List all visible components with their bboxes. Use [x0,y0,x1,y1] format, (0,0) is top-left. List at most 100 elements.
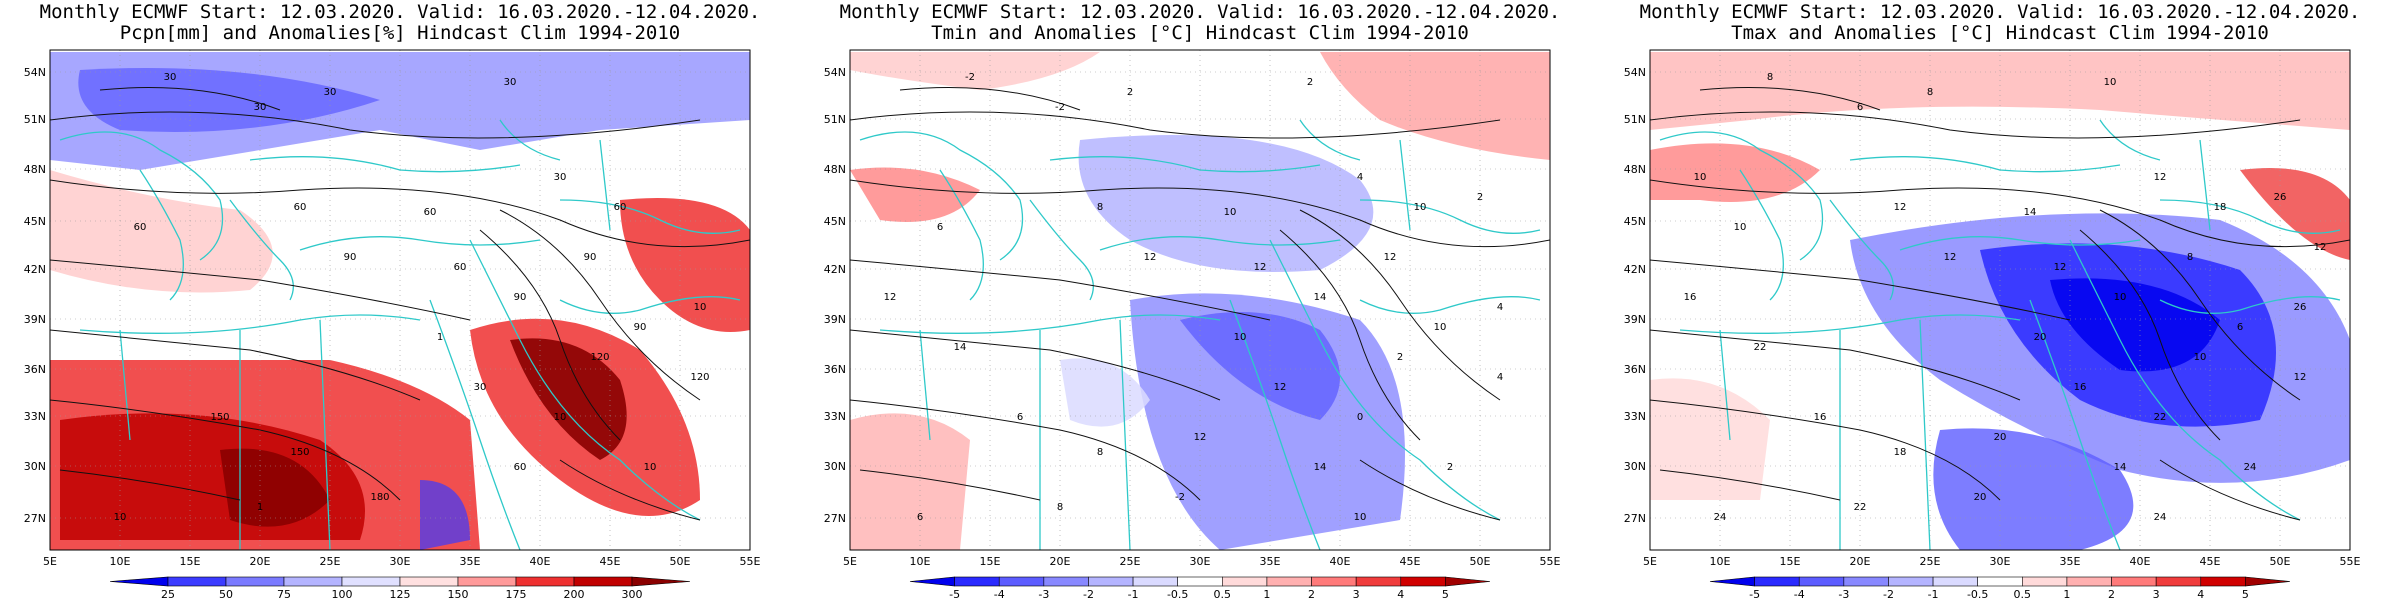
lon-tick-label: 35E [1260,555,1281,568]
lat-tick-label: 51N [824,113,846,126]
graticule [1650,50,2350,550]
contour-label: 16 [2074,382,2087,393]
coastline [1659,131,1824,261]
coastline [1299,119,1361,161]
lon-tick-label: 20E [1850,555,1871,568]
anomaly-region [1130,293,1405,550]
colorbar-swatch [1132,576,1178,587]
coastline [1399,139,1411,231]
colorbar-swatch [2066,576,2112,587]
colorbar: -5 -4 -3 -2 -1 -0.5 0.5 1 2 3 4 5 [909,576,1491,600]
contour-label: 30 [474,382,487,393]
panel-title-line2: Pcpn[mm] and Anomalies[%] Hindcast Clim … [119,22,681,44]
map-frame [49,49,751,551]
coastline [249,156,521,173]
contour-label: 12 [1894,202,1907,213]
colorbar-swatch [1177,576,1223,587]
colorbar-label: 5 [1442,588,1449,600]
lon-tick-label: 30E [390,555,411,568]
lon-tick-label: 25E [320,555,341,568]
lat-tick-label: 36N [1624,363,1646,376]
coastline [1359,296,1541,314]
colorbar-swatch [457,576,517,587]
coastline [1739,169,1784,301]
anomaly-region [50,170,273,293]
contour-label: 10 [1354,512,1367,523]
colorbar-label: 1 [2063,588,2070,600]
anomaly-region [1180,312,1340,420]
panel-title-line1: Monthly ECMWF Start: 12.03.2020. Valid: … [39,1,761,23]
colorbar-swatch [573,576,633,587]
anomaly-region [420,480,470,550]
lon-tick-label: 45E [1400,555,1421,568]
contour-label: 4 [1497,302,1503,313]
contour-label: 6 [1857,102,1863,113]
lon-tick-label: 10E [110,555,131,568]
colorbar-label: -0.5 [1967,588,1988,600]
lon-tick-label: 40E [2130,555,2151,568]
lat-tick-label: 30N [824,460,846,473]
lon-tick-label: 20E [1050,555,1071,568]
colorbar-swatch [2111,576,2157,587]
contour-label: 22 [1854,502,1867,513]
contour-line [850,399,1201,501]
anomaly-field: 8 6 8 10 12 10 12 14 12 10 8 6 10 12 16 18 20 22 24 26 24 22 2… [1650,50,2350,550]
colorbar-label: 4 [1397,588,1404,600]
contour-label: 12 [1384,252,1397,263]
panel-precipitation: Monthly ECMWF Start: 12.03.2020. Valid: … [0,0,800,600]
contour-label: -2 [1055,102,1065,113]
coastline [1719,329,1731,441]
coastline [139,169,184,301]
contour-label: 26 [2274,192,2287,203]
contour-label: 14 [2024,207,2037,218]
contour-label: 26 [2294,302,2307,313]
anomaly-region [78,68,380,132]
colorbar-label: -5 [1749,588,1760,600]
colorbar-label: 300 [622,588,643,600]
contour-label: 90 [514,292,527,303]
contour-label: 18 [1894,447,1907,458]
lat-tick-label: 30N [24,460,46,473]
contour-label: 8 [1097,202,1103,213]
contour-label: 90 [344,252,357,263]
contour-line [50,259,471,321]
colorbar-label: -3 [1838,588,1849,600]
colorbar-label: 50 [219,588,233,600]
coastline [1359,199,1541,234]
colorbar-swatch [2155,576,2202,587]
contour-label: -2 [965,72,975,83]
contour-label: 30 [254,102,267,113]
colorbar-label: 2 [1308,588,1315,600]
contour-line [1279,229,1421,441]
contour-line [2159,459,2301,521]
colorbar-swatch [1222,576,1268,587]
lon-tick-label: 55E [740,555,761,568]
contour-label: 14 [1314,462,1327,473]
colorbar-arrow-low [1709,576,1755,587]
colorbar-label: 2 [2108,588,2115,600]
lon-tick-label: 10E [1710,555,1731,568]
colorbar-label: -0.5 [1167,588,1188,600]
lat-tick-label: 27N [24,512,46,525]
contour-label: 6 [2237,322,2243,333]
anomaly-region [1933,428,2134,550]
contour-label: 120 [590,352,609,363]
colorbar-swatch [225,576,285,587]
panel-title-line2: Tmax and Anomalies [°C] Hindcast Clim 19… [1731,22,2269,44]
colorbar-swatch [1266,576,1312,587]
contour-label: 60 [134,222,147,233]
panel-tmax: Monthly ECMWF Start: 12.03.2020. Valid: … [1600,0,2400,600]
colorbar: -5 -4 -3 -2 -1 -0.5 0.5 1 2 3 4 5 [1709,576,2291,600]
colorbar-label: 175 [506,588,527,600]
colorbar-swatch [283,576,343,587]
contour-line [850,329,1221,401]
lon-tick-label: 25E [1120,555,1141,568]
coastline [1679,314,2021,334]
lat-tick-label: 48N [824,163,846,176]
lat-tick-label: 42N [824,263,846,276]
contour-line [59,469,241,501]
contour-label: 10 [1694,172,1707,183]
colorbar-swatch [2022,576,2068,587]
contour-label: 2 [1307,77,1313,88]
contour-label: 1 [257,502,263,513]
